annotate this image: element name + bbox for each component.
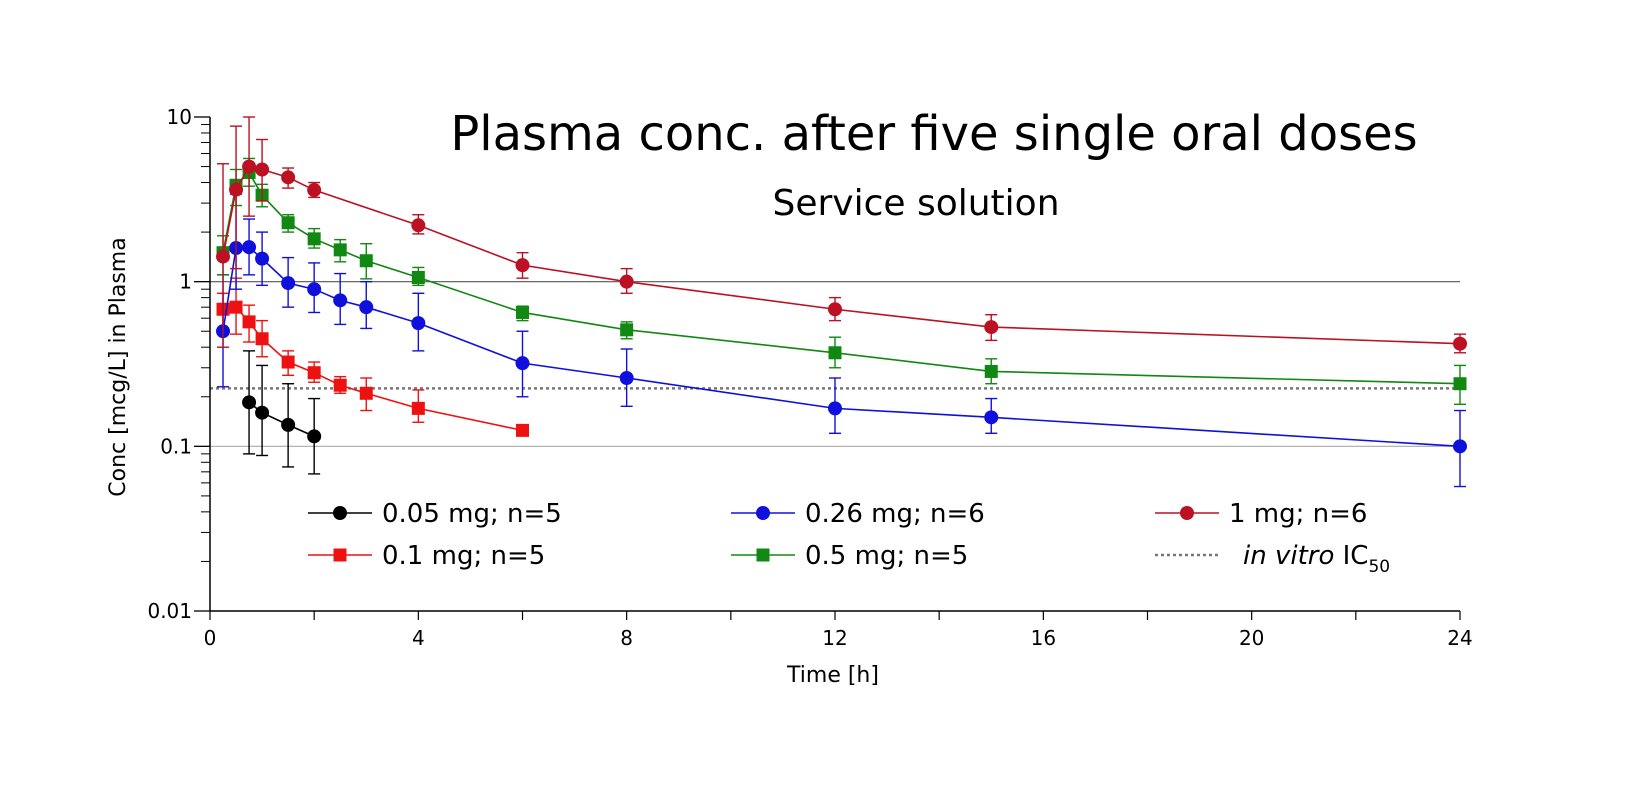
- data-point: [229, 182, 244, 197]
- data-point: [359, 254, 373, 268]
- x-tick-label: 4: [412, 626, 425, 650]
- data-point: [619, 371, 634, 386]
- x-tick-label: 24: [1447, 626, 1472, 650]
- legend-entry: in vitro IC50: [1155, 541, 1390, 577]
- data-point: [619, 274, 634, 289]
- data-point: [333, 293, 348, 308]
- series-4: [216, 116, 1467, 354]
- data-point: [255, 251, 270, 266]
- data-point: [1453, 439, 1467, 454]
- data-point: [516, 423, 529, 437]
- series-group: [216, 116, 1467, 488]
- series-line: [222, 246, 1461, 448]
- data-point: [255, 162, 270, 177]
- data-point: [307, 282, 322, 297]
- data-point: [281, 355, 295, 369]
- data-point: [255, 405, 270, 420]
- data-point: [828, 346, 842, 360]
- data-point: [281, 216, 295, 230]
- y-tick-label: 0.01: [147, 599, 192, 623]
- legend-marker: [333, 548, 347, 562]
- legend-entry: 1 mg; n=6: [1155, 499, 1367, 529]
- data-point: [411, 316, 426, 331]
- y-tick-label: 1: [179, 270, 192, 294]
- data-point: [333, 243, 347, 257]
- legend-marker: [1180, 506, 1194, 520]
- data-point: [307, 429, 322, 444]
- x-tick-label: 16: [1031, 626, 1056, 650]
- series-line: [222, 306, 523, 432]
- data-point: [307, 232, 321, 246]
- legend-marker: [756, 548, 770, 562]
- legend-label: 1 mg; n=6: [1229, 499, 1367, 529]
- axes: 0.01 0.1 1 10 0 4 8 12 16 20 24: [147, 105, 1472, 650]
- data-point: [411, 401, 425, 415]
- y-tick-label: 0.1: [160, 434, 192, 458]
- data-point: [984, 410, 999, 425]
- data-point: [359, 300, 374, 315]
- data-point: [411, 218, 426, 233]
- data-point: [216, 249, 231, 264]
- y-axis-label: Conc [mcg/L] in Plasma: [106, 237, 131, 496]
- legend-label: 0.26 mg; n=6: [805, 499, 985, 529]
- legend: 0.05 mg; n=5 0.26 mg; n=6 1 mg; n=6 0.1 mg;…: [308, 499, 1390, 577]
- data-point: [828, 302, 842, 317]
- legend-entry: 0.05 mg; n=5: [308, 499, 562, 529]
- data-point: [242, 159, 257, 174]
- data-point: [515, 356, 530, 371]
- chart-subtitle: Service solution: [772, 183, 1059, 224]
- x-tick-label: 12: [822, 626, 847, 650]
- data-point: [411, 270, 425, 284]
- data-point: [515, 258, 530, 273]
- data-point: [828, 401, 842, 416]
- data-point: [229, 300, 243, 314]
- series-2: [216, 193, 1467, 488]
- data-point: [984, 364, 998, 378]
- legend-marker: [756, 506, 770, 520]
- data-point: [620, 323, 634, 337]
- x-axis-label: Time [h]: [786, 663, 879, 688]
- data-point: [281, 276, 296, 291]
- legend-label: 0.5 mg; n=5: [805, 541, 968, 571]
- data-point: [1453, 336, 1467, 351]
- series-0: [242, 350, 322, 475]
- data-point: [281, 417, 296, 432]
- data-point: [359, 386, 373, 400]
- data-point: [307, 183, 322, 198]
- x-tick-label: 20: [1239, 626, 1264, 650]
- data-point: [242, 240, 257, 255]
- data-point: [984, 320, 999, 335]
- legend-label: in vitro IC50: [1243, 541, 1390, 577]
- legend-entry: 0.1 mg; n=5: [308, 541, 545, 571]
- data-point: [255, 332, 269, 346]
- data-point: [307, 366, 321, 380]
- legend-entry: 0.5 mg; n=5: [731, 541, 968, 571]
- legend-label: 0.05 mg; n=5: [382, 499, 562, 529]
- data-point: [516, 305, 529, 319]
- data-point: [281, 170, 296, 185]
- series-line: [248, 401, 315, 438]
- y-tick-label: 10: [167, 105, 192, 129]
- legend-marker: [333, 506, 347, 520]
- x-tick-label: 0: [204, 626, 217, 650]
- legend-entry: 0.26 mg; n=6: [731, 499, 985, 529]
- data-point: [242, 315, 256, 329]
- chart-title: Plasma conc. after five single oral dose…: [450, 106, 1417, 162]
- x-tick-label: 8: [620, 626, 633, 650]
- data-point: [242, 395, 257, 410]
- legend-label: 0.1 mg; n=5: [382, 541, 545, 571]
- data-point: [333, 378, 347, 392]
- data-point: [1453, 377, 1467, 391]
